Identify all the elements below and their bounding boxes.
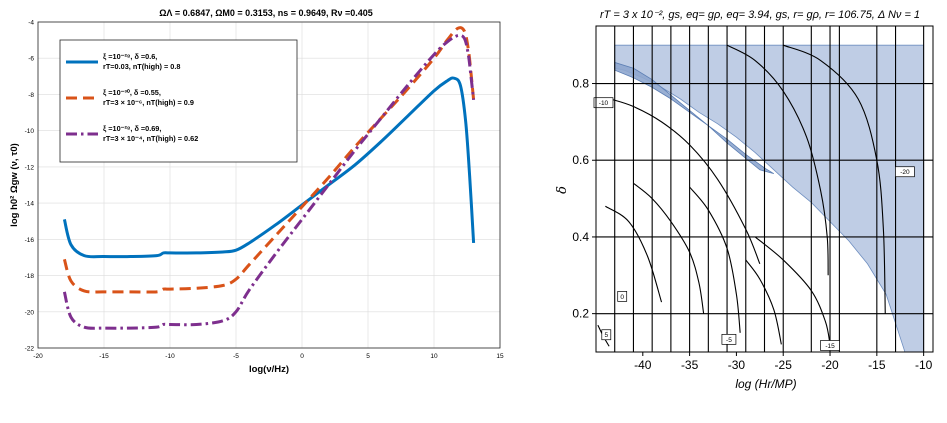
left-x-tick-label: 15	[496, 353, 504, 360]
left-x-tick-label: -15	[99, 353, 109, 360]
contour-label-4: -5	[726, 337, 732, 344]
contour-line-2	[726, 44, 829, 276]
left-x-tick-label: 5	[366, 353, 370, 360]
contour-label-box-extra-1	[601, 329, 612, 341]
contour-label-extra-1: 5	[604, 332, 608, 339]
left-x-tick-label: -10	[165, 353, 175, 360]
contour-label-2: -20	[900, 169, 910, 176]
contour-line-1	[609, 98, 761, 264]
left-series-line-3	[62, 33, 476, 330]
right-x-tick-label: -20	[821, 358, 839, 372]
right-x-tick-label: -25	[775, 358, 793, 372]
right-grid	[596, 26, 933, 352]
left-chart-title: ΩΛ = 0.6847, ΩM0 = 0.3153, ns = 0.9649, …	[159, 8, 373, 18]
right-y-ticks: 0.2 0.4 0.6 0.8	[572, 77, 596, 321]
left-x-tick-label: -20	[33, 353, 43, 360]
left-plot-frame	[37, 21, 501, 349]
contour-label-5: -15	[825, 343, 835, 350]
left-x-tick-label: -5	[233, 353, 239, 360]
legend-label-3: rT=3 × 10⁻⁴, nT(high) = 0.62	[103, 134, 198, 143]
right-plot-frame	[595, 25, 934, 353]
left-series-group	[62, 26, 476, 330]
contour-label-box-2	[895, 166, 915, 178]
contour-label-1: -10	[599, 100, 609, 107]
left-x-tick-label: 10	[430, 353, 438, 360]
right-x-tick-label: -35	[681, 358, 699, 372]
left-y-axis-label: log h0² Ωgw (ν, τ0)	[9, 143, 20, 227]
left-series-line-2	[62, 26, 476, 294]
legend-label-3: ξ =10⁻²⁸, δ =0.69,	[103, 124, 161, 133]
legend-label-1: ξ =10⁻²⁸, δ =0.6,	[103, 52, 157, 61]
legend-label-2: ξ =10⁻³⁰, δ =0.55,	[103, 88, 161, 97]
left-series-line-1	[62, 76, 476, 259]
contour-line-6	[605, 205, 663, 303]
allowed-region-dark	[614, 61, 775, 175]
right-y-axis-label: δ	[555, 186, 570, 194]
legend-label-1: rT=0.03, nT(high) = 0.8	[103, 62, 180, 71]
legend-box	[59, 39, 298, 163]
left-x-ticks: -20 -15 -10 -5 0 5 10 15	[33, 353, 504, 360]
right-chart-title: rT = 3 x 10⁻², gs, eq= gρ, eq= 3.94, gs,…	[600, 9, 920, 21]
left-x-axis-label: log(ν/Hz)	[249, 364, 289, 375]
contour-line-4	[689, 186, 741, 333]
left-y-tick-label: -8	[28, 92, 34, 99]
legend-label-2: rT=3 × 10⁻⁶, nT(high) = 0.9	[103, 98, 194, 107]
right-x-tick-label: -30	[728, 358, 746, 372]
left-y-tick-label: -12	[25, 164, 35, 171]
right-contours: -10 -20 0 -5 -15 5	[593, 44, 915, 351]
contour-label-box-4	[721, 333, 737, 345]
right-x-tick-label: -10	[915, 358, 933, 372]
right-y-tick-label: 0.8	[572, 77, 589, 91]
left-y-tick-label: -10	[25, 128, 35, 135]
contour-line-5	[754, 236, 831, 345]
left-y-tick-label: -18	[25, 273, 35, 280]
contour-label-3: 0	[620, 294, 624, 301]
contour-label-box-1	[593, 97, 614, 109]
right-y-tick-label: 0.4	[572, 230, 589, 244]
left-x-tick-label: 0	[300, 353, 304, 360]
right-x-axis-label: log (Hr/MP)	[735, 377, 796, 391]
contour-line-8	[783, 44, 886, 314]
left-y-tick-label: -6	[28, 56, 34, 63]
left-y-ticks: -22 -20 -18 -16 -14 -12 -10 -8 -6 -4	[25, 20, 35, 353]
left-chart: ΩΛ = 0.6847, ΩM0 = 0.3153, ns = 0.9649, …	[9, 8, 504, 375]
contour-label-box-3	[617, 291, 628, 302]
left-y-tick-label: -16	[25, 237, 35, 244]
right-x-ticks: -40 -35 -30 -25 -20 -15 -10	[634, 352, 933, 372]
contour-label-box-5	[820, 340, 840, 351]
left-y-tick-label: -4	[28, 20, 34, 27]
left-y-tick-label: -14	[25, 201, 35, 208]
contour-line-7	[745, 259, 782, 345]
left-legend: ξ =10⁻²⁸, δ =0.6,rT=0.03, nT(high) = 0.8…	[59, 39, 298, 163]
right-chart: rT = 3 x 10⁻², gs, eq= gρ, eq= 3.94, gs,…	[555, 9, 934, 391]
right-y-tick-label: 0.2	[572, 307, 589, 321]
right-x-tick-label: -15	[868, 358, 886, 372]
right-y-tick-label: 0.6	[572, 153, 589, 167]
left-y-tick-label: -20	[25, 309, 35, 316]
right-x-tick-label: -40	[634, 358, 652, 372]
contour-line-3	[633, 182, 705, 314]
left-y-tick-label: -22	[25, 346, 35, 353]
